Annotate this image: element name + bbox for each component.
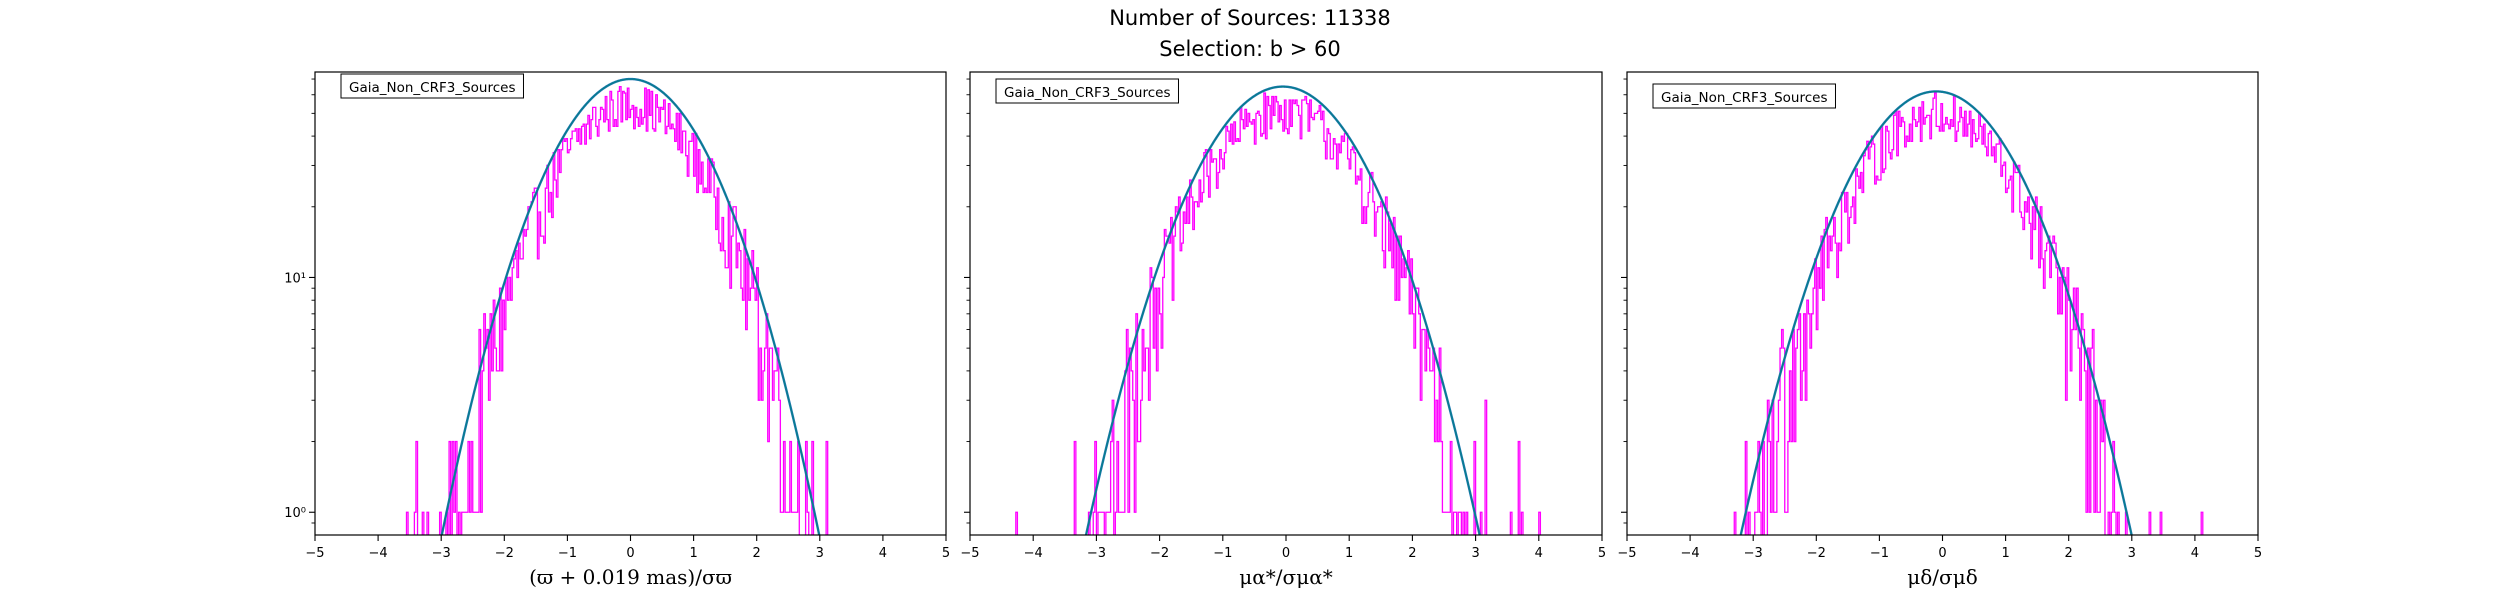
x-tick-label: 2 [1408, 546, 1416, 561]
x-tick-label: −5 [1617, 546, 1636, 561]
x-axis-label: μα*/σμα* [1239, 565, 1332, 589]
x-tick-label: 1 [1345, 546, 1353, 561]
x-tick-label: −5 [305, 546, 324, 561]
legend-box [995, 78, 1179, 104]
x-tick-label: 5 [942, 546, 950, 561]
legend: Gaia_Non_CRF3_Sources [995, 78, 1179, 104]
axes-frame [314, 71, 947, 536]
histogram-series [405, 85, 829, 535]
legend: Gaia_Non_CRF3_Sources [340, 73, 524, 99]
x-axis-label: (ϖ + 0.019 mas)/σϖ [529, 565, 732, 589]
x-tick-label: 4 [2191, 546, 2199, 561]
legend: Gaia_Non_CRF3_Sources [1652, 83, 1836, 109]
y-tick-label: 10¹ [284, 271, 306, 286]
legend-label: Gaia_Non_CRF3_Sources [1661, 90, 1827, 106]
y-tick-label: 10⁰ [284, 506, 306, 521]
legend-label: Gaia_Non_CRF3_Sources [1004, 85, 1170, 101]
x-tick-label: −3 [1744, 546, 1763, 561]
legend-box [1652, 83, 1836, 109]
axes-frame [1626, 71, 2259, 536]
x-tick-label: 3 [816, 546, 824, 561]
x-tick-label: −1 [1213, 546, 1232, 561]
x-tick-label: 1 [689, 546, 697, 561]
x-tick-label: 5 [2254, 546, 2262, 561]
x-tick-label: −5 [960, 546, 979, 561]
x-tick-label: 0 [626, 546, 634, 561]
plot-area [1733, 90, 2204, 535]
x-tick-label: −4 [1681, 546, 1700, 561]
legend-label: Gaia_Non_CRF3_Sources [349, 80, 515, 96]
x-tick-label: 0 [1282, 546, 1290, 561]
x-tick-label: 0 [1938, 546, 1946, 561]
x-tick-label: −1 [558, 546, 577, 561]
gaussian-fit-curve [1084, 85, 1481, 535]
legend-box [340, 73, 524, 99]
x-tick-label: 1 [2001, 546, 2009, 561]
chart-panel-1: −5 −4 −3 −2 −1 0 1 2 3 4 5 10⁰ 10¹ Gaia_Non_CRF3_Sour… [284, 71, 950, 589]
x-tick-label: 3 [2128, 546, 2136, 561]
plot-area [1015, 85, 1542, 535]
plot-area [405, 77, 829, 535]
gaussian-fit-curve-highlight [441, 78, 820, 535]
chart-panel-3: −5 −4 −3 −2 −1 0 1 2 3 4 5 Gaia_Non_CRF3_Sources μδ/… [1617, 71, 2262, 589]
x-tick-label: −3 [432, 546, 451, 561]
gaussian-fit-curve [1739, 90, 2133, 535]
x-tick-label: −4 [1024, 546, 1043, 561]
x-axis-label: μδ/σμδ [1907, 565, 1977, 589]
chart-panel-2: −5 −4 −3 −2 −1 0 1 2 3 4 5 Gaia_Non_CRF3_Sources μα*… [960, 71, 1606, 589]
histogram-series [1015, 92, 1542, 535]
x-tick-label: −2 [1150, 546, 1169, 561]
x-tick-label: 5 [1598, 546, 1606, 561]
x-tick-label: 3 [1471, 546, 1479, 561]
x-tick-label: −3 [1087, 546, 1106, 561]
x-tick-label: −2 [495, 546, 514, 561]
axes-frame [969, 71, 1603, 536]
figure-title-line-2: Selection: b > 60 [1159, 37, 1341, 61]
figure-title-line-1: Number of Sources: 11338 [1109, 6, 1391, 30]
gaussian-fit-curve-highlight [1085, 85, 1481, 535]
gaussian-fit-curve [440, 77, 821, 535]
x-tick-label: 2 [753, 546, 761, 561]
gaussian-fit-curve-highlight [1740, 90, 2133, 535]
x-tick-label: 2 [2065, 546, 2073, 561]
x-tick-label: 4 [879, 546, 887, 561]
histogram-series [1733, 92, 2204, 535]
x-tick-label: −4 [369, 546, 388, 561]
x-tick-label: −2 [1807, 546, 1826, 561]
x-tick-label: −1 [1870, 546, 1889, 561]
x-tick-label: 4 [1535, 546, 1543, 561]
